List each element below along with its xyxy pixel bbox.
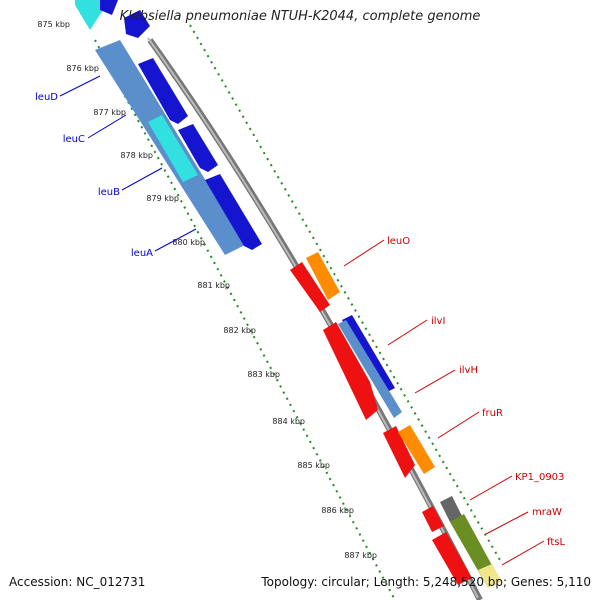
left-dotted-guide [94, 39, 396, 600]
tick-label: 880 kbp [172, 238, 205, 247]
gene-blue-2[interactable] [138, 58, 188, 124]
gene-label-leuO[interactable]: leuO [387, 236, 410, 247]
gene-label-KP1_0903[interactable]: KP1_0903 [515, 472, 564, 483]
tick-label: 886 kbp [321, 506, 354, 515]
leuD-gene-2[interactable] [100, 0, 118, 15]
gene-label-leuA[interactable]: leuA [131, 248, 153, 259]
right-leader-lines [343, 239, 545, 566]
gene-label-leuD[interactable]: leuD [35, 92, 58, 103]
right-strand-genes [290, 252, 502, 588]
right-dotted-guide [189, 24, 501, 561]
tick-label: 882 kbp [223, 326, 256, 335]
tick-label: 879 kbp [146, 194, 179, 203]
left-strand-genes [75, 0, 262, 255]
left-gene-labels: leuD leuC leuB leuA [35, 92, 153, 259]
ilvI-gene-blue[interactable] [342, 315, 395, 393]
left-leader-lines [59, 75, 197, 252]
tick-label: 881 kbp [197, 281, 230, 290]
fruR-gene-red[interactable] [383, 426, 415, 478]
genome-title: Klebsiella pneumoniae NTUH-K2044, comple… [119, 9, 481, 24]
tick-label: 877 kbp [93, 108, 126, 117]
ftsL-gene-red[interactable] [432, 532, 472, 585]
genome-summary: Topology: circular; Length: 5,248,520 bp… [261, 575, 591, 589]
fruR-gene-orange[interactable] [398, 425, 435, 474]
ftsL-gene-yellow[interactable] [478, 564, 502, 588]
gene-label-fruR[interactable]: fruR [482, 408, 503, 419]
gene-blue-1[interactable] [124, 10, 150, 38]
gene-label-ftsL[interactable]: ftsL [547, 537, 565, 548]
leuO-gene-red[interactable] [290, 262, 330, 312]
ilvI-gene-steel[interactable] [338, 320, 402, 418]
tick-label: 875 kbp [37, 20, 70, 29]
gene-blue-4[interactable] [205, 174, 262, 250]
gene-blue-3[interactable] [178, 124, 218, 172]
right-gene-labels: leuO ilvI ilvH fruR KP1_0903 mraW ftsL [387, 236, 565, 548]
gene-label-leuC[interactable]: leuC [63, 134, 85, 145]
KP1_0903-gene[interactable] [440, 496, 462, 522]
gene-label-ilvI[interactable]: ilvI [431, 316, 445, 327]
leuD-gene[interactable] [75, 0, 103, 30]
accession-label: Accession: NC_012731 [9, 575, 146, 589]
gene-label-ilvH[interactable]: ilvH [459, 365, 478, 376]
tick-label: 885 kbp [297, 461, 330, 470]
mraW-gene-red[interactable] [422, 506, 444, 532]
tick-label: 887 kbp [344, 551, 377, 560]
gene-label-mraW[interactable]: mraW [532, 507, 562, 518]
gene-label-leuB[interactable]: leuB [98, 187, 120, 198]
tick-label: 876 kbp [66, 64, 99, 73]
tick-label: 878 kbp [120, 151, 153, 160]
position-ticks: 875 kbp 876 kbp 877 kbp 878 kbp 879 kbp … [37, 20, 377, 560]
tick-label: 883 kbp [247, 370, 280, 379]
leuO-gene-orange[interactable] [306, 252, 340, 300]
tick-label: 884 kbp [272, 417, 305, 426]
ilvH-gene-red[interactable] [323, 322, 378, 420]
leuB-gene[interactable] [148, 115, 198, 182]
